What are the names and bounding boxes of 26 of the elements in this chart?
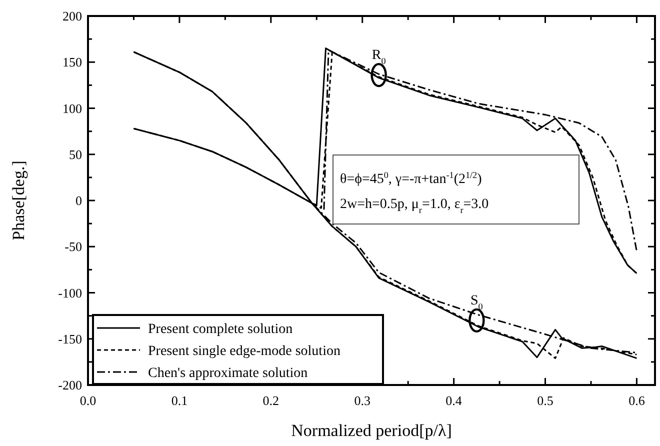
legend-label: Present single edge-mode solution [148, 344, 340, 359]
text-box: θ=ϕ=45$^{0}$, γ=-π+tan$^{-1}$(2$^{1/2}$) 2w=h=0.5p, μ$_{r}$=1.0, ε$_{r}$=3.0 [332, 154, 580, 224]
x-axis-title: Normalized period[p/λ] [291, 421, 452, 440]
y-tick-label: 50 [69, 146, 82, 162]
y-tick-label: -150 [58, 331, 82, 346]
annotation: S$_{0}$ [470, 293, 484, 312]
x-tick-label: 0.4 [446, 393, 462, 408]
legend-label: Present complete solution [148, 322, 293, 337]
y-tick-label: -50 [64, 239, 82, 254]
annotation: R$_{0}$ [372, 48, 386, 66]
x-tick-label: 0.0 [80, 393, 96, 408]
x-tick-label: 0.3 [354, 393, 370, 408]
legend-label: Chen's approximate solution [148, 366, 308, 381]
x-tick-label: 0.1 [171, 393, 188, 408]
y-axis-title: Phase[deg.] [9, 160, 28, 240]
x-tick-label: 0.6 [628, 393, 646, 408]
y-tick-label: 0 [76, 193, 82, 208]
annotation: 2w=h=0.5p, μ$_{r}$=1.0, ε$_{r}$=3.0 [340, 197, 489, 215]
y-tick-label: 100 [62, 100, 82, 116]
annotation: θ=ϕ=45$^{0}$, γ=-π+tan$^{-1}$(2$^{1/2}$) [340, 170, 482, 187]
y-tick-label: 150 [62, 54, 82, 70]
y-tick-label: 200 [62, 8, 82, 24]
x-tick-label: 0.5 [537, 393, 554, 408]
y-tick-label: -200 [58, 378, 82, 392]
y-tick-label: -100 [58, 285, 82, 300]
x-tick-label: 0.2 [262, 393, 280, 408]
